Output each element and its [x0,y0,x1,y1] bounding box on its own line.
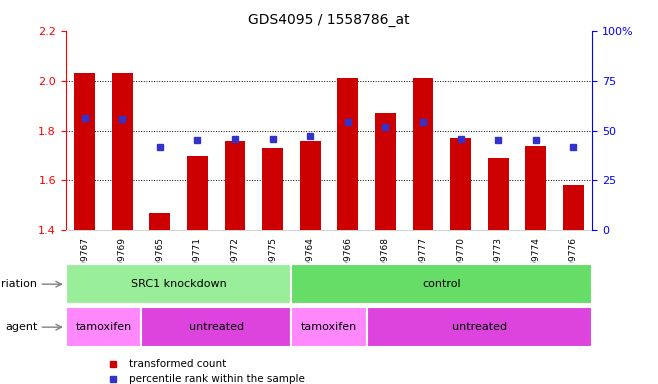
Bar [224,141,245,230]
Bar [367,307,592,347]
Text: tamoxifen: tamoxifen [75,322,132,332]
Bar [74,73,95,230]
Text: untreated: untreated [189,322,243,332]
Bar [526,146,546,230]
Text: SRC1 knockdown: SRC1 knockdown [131,279,226,289]
Bar [300,141,320,230]
Bar [66,307,141,347]
Bar [263,148,283,230]
Bar [112,73,132,230]
Bar [375,113,395,230]
Bar [338,78,358,230]
Text: percentile rank within the sample: percentile rank within the sample [129,374,305,384]
Bar [141,307,291,347]
Text: tamoxifen: tamoxifen [301,322,357,332]
Text: genotype/variation: genotype/variation [0,279,38,289]
Bar [488,158,509,230]
Bar [291,307,367,347]
Text: untreated: untreated [452,322,507,332]
Text: control: control [422,279,461,289]
Title: GDS4095 / 1558786_at: GDS4095 / 1558786_at [248,13,410,27]
Text: agent: agent [5,322,38,332]
Bar [450,138,471,230]
Bar [187,156,208,230]
Text: transformed count: transformed count [129,359,226,369]
Bar [413,78,434,230]
Bar [149,213,170,230]
Bar [291,264,592,304]
Bar [563,185,584,230]
Bar [66,264,291,304]
